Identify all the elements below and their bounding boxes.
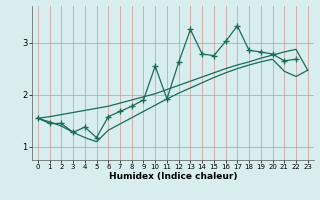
X-axis label: Humidex (Indice chaleur): Humidex (Indice chaleur) bbox=[108, 172, 237, 181]
